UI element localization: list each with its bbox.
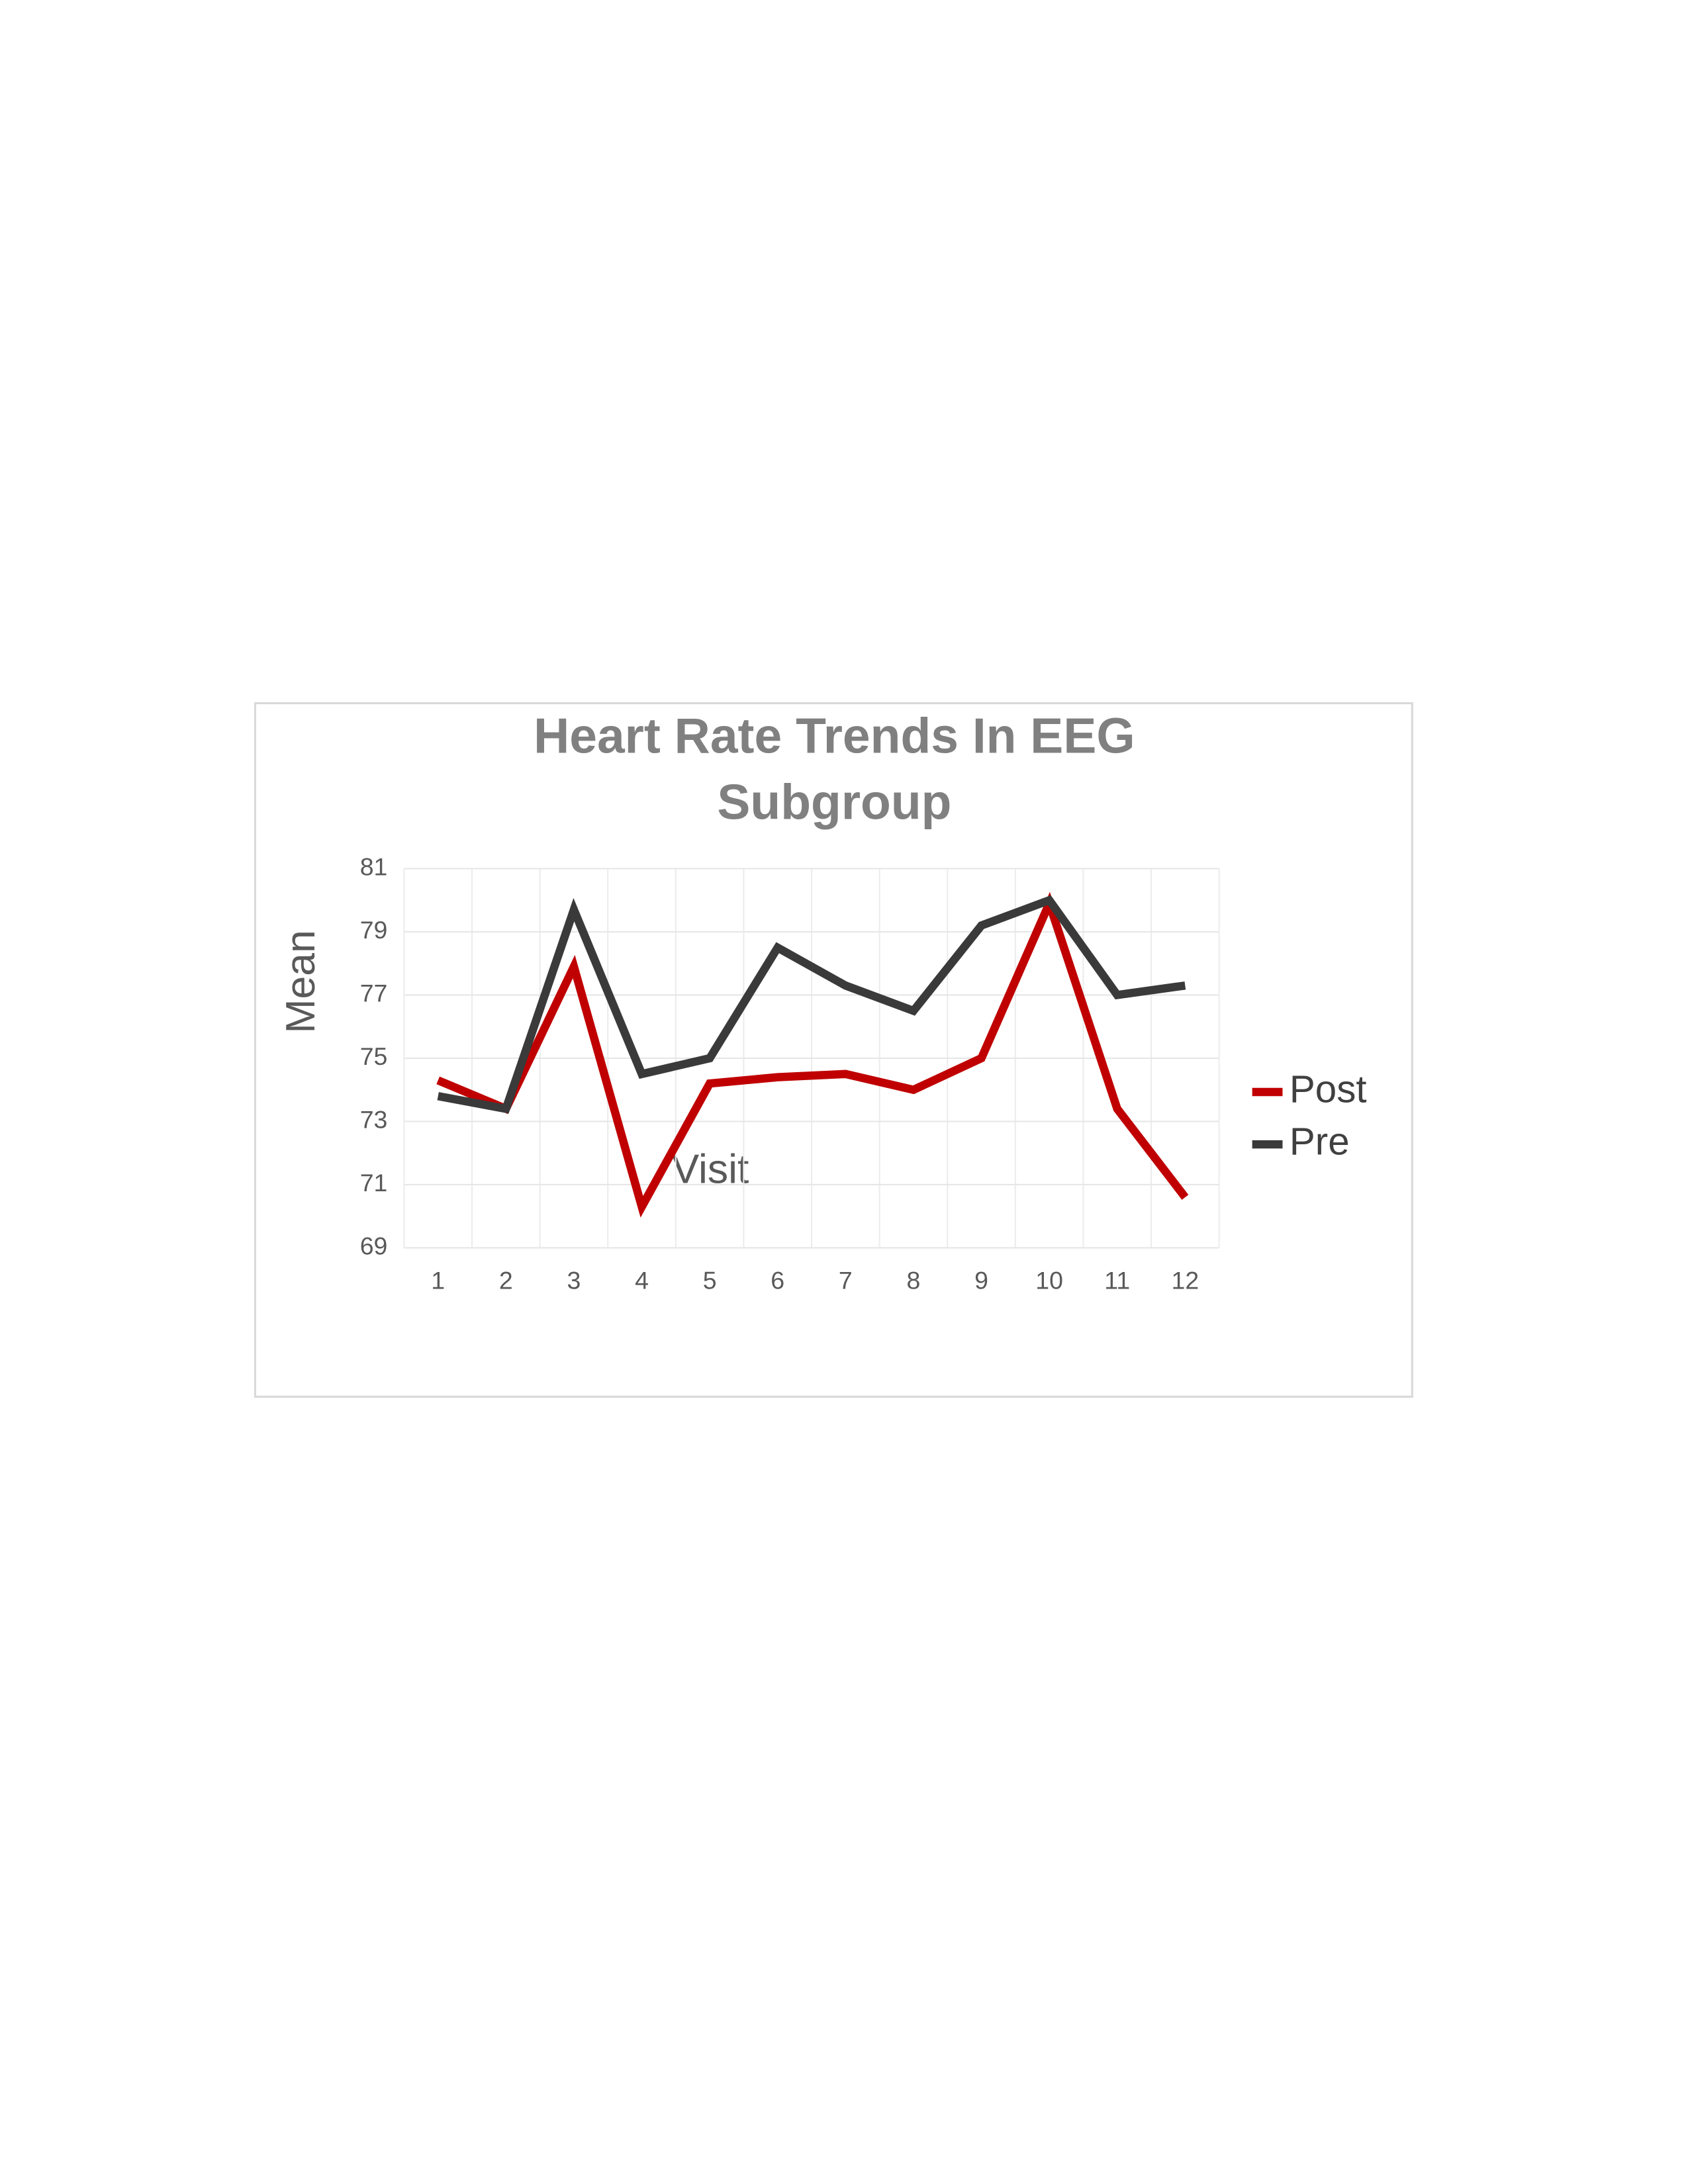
series-line [437,895,1186,1114]
x-tick-label: 9 [974,1266,988,1294]
y-tick-label: 77 [360,979,388,1007]
grid [403,868,1220,1249]
y-tick-label: 69 [360,1232,388,1259]
x-tick-label: 12 [1172,1266,1199,1294]
y-tick-label: 81 [360,852,388,880]
x-tick-label: 11 [1104,1266,1130,1294]
y-tick-label: 73 [360,1105,388,1133]
x-tick-label: 3 [567,1266,581,1294]
x-tick-label: 8 [907,1266,921,1294]
x-tick-label: 4 [635,1266,649,1294]
x-tick-label: 6 [771,1266,784,1294]
x-tick-label: 5 [703,1266,717,1294]
x-tick-label: 7 [839,1266,853,1294]
chart-title: Heart Rate Trends In EEG Subgroup [534,707,1135,831]
plot [436,891,1189,1218]
x-tick-label: 2 [499,1266,513,1294]
x-tick-label: 10 [1035,1266,1063,1294]
y-tick-label: 71 [360,1169,388,1197]
series-line [436,891,1189,1218]
y-axis-label: Mean [277,930,324,1033]
y-tick-label: 79 [360,916,388,944]
y-tick-label: 75 [360,1042,388,1070]
x-tick-label: 1 [431,1266,445,1294]
legend-label: Pre [1289,1120,1350,1163]
title-box: Heart Rate Trends In EEG Subgroup [534,707,1135,831]
legend-label: Post [1289,1068,1367,1111]
